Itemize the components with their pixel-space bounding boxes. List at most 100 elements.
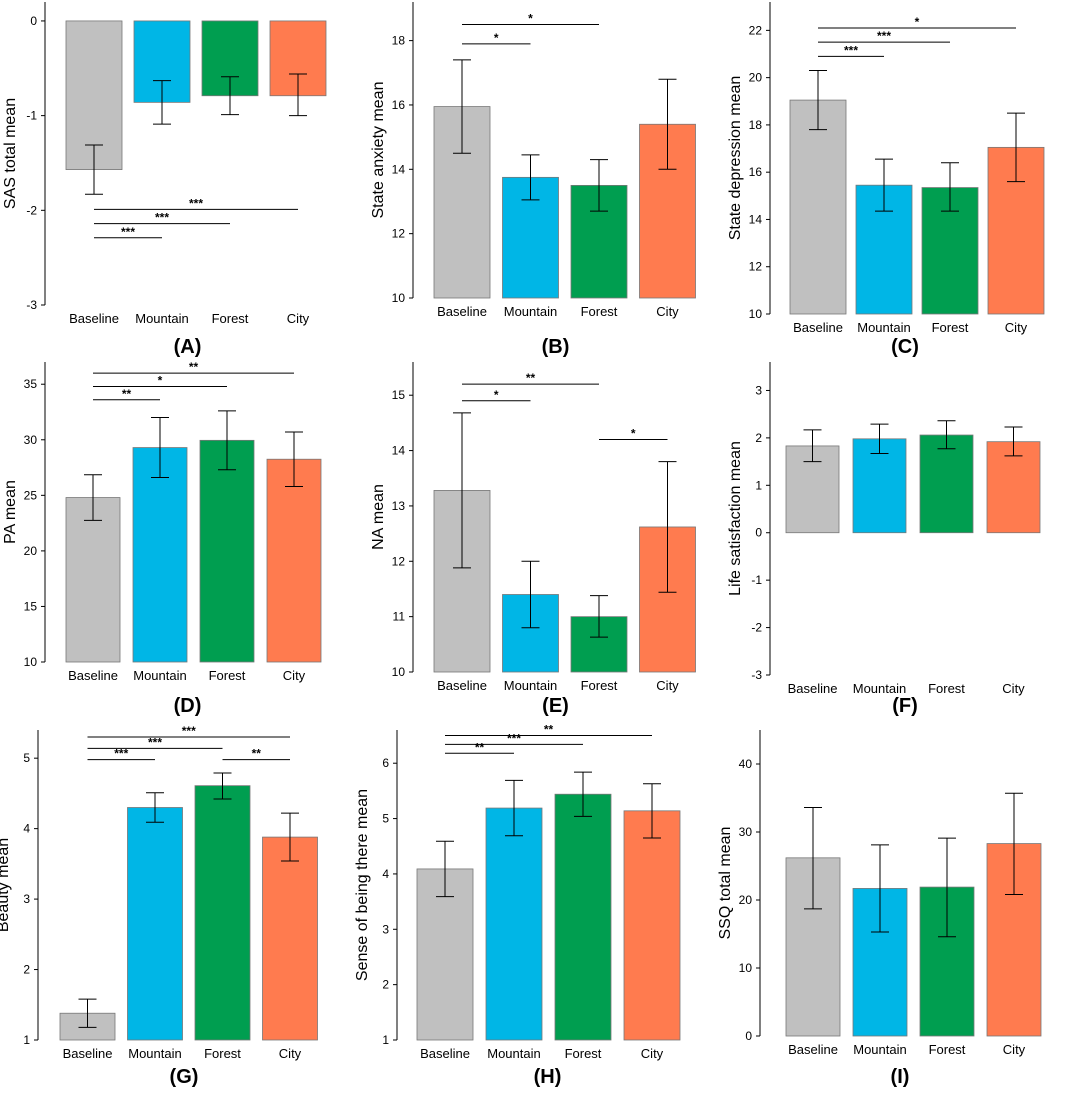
panel-5-y-tick-label: 14 [392,444,406,458]
panel-3-category-label: Mountain [857,320,910,335]
panel-1-category-label: Forest [212,311,249,326]
panel-1-y-tick-label: -3 [26,298,37,312]
panel-1-y-tick-label: -1 [26,109,37,123]
panel-8-category-label: Mountain [487,1046,540,1061]
panel-3-category-label: Baseline [793,320,843,335]
panel-4-y-tick-label: 10 [24,655,38,669]
panel-4-category-label: City [283,668,306,683]
panel-6-y-tick-label: -2 [751,621,762,635]
panel-8-y-tick-label: 3 [382,922,389,936]
panel-4-significance-label: ** [122,387,132,401]
panel-9-y-tick-label: 0 [745,1029,752,1043]
panel-5-y-tick-label: 15 [392,388,406,402]
panel-6-y-tick-label: 2 [755,431,762,445]
panel-2-y-tick-label: 12 [392,227,406,241]
panel-9-title: (I) [891,1066,910,1088]
panel-5-bar-forest [570,616,628,673]
panel-1-significance-label: *** [121,225,135,239]
panel-8-y-tick-label: 2 [382,978,389,992]
panel-4-category-label: Mountain [133,668,186,683]
panel-9-y-axis-label: SSQ total mean [717,827,734,940]
panel-6-title: (F) [892,695,918,717]
panel-6-bar-mountain [852,438,907,534]
panel-5-y-axis-label: NA mean [370,484,387,550]
panel-6-category-label: City [1002,681,1025,696]
panel-2-y-tick-label: 18 [392,34,406,48]
panel-2-y-tick-label: 10 [392,291,406,305]
panel-3-category-label: Forest [932,320,969,335]
panel-4-bar-forest [199,439,255,663]
panel-6-category-label: Mountain [853,681,906,696]
panel-7-category-label: City [279,1046,302,1061]
panel-3-significance-label: * [915,15,920,29]
panel-9-category-label: Baseline [788,1042,838,1057]
panel-3-y-tick-label: 10 [749,307,763,321]
panel-4-significance-label: * [158,373,163,387]
panel-7-y-tick-label: 4 [23,822,30,836]
panel-2-significance-label: * [494,31,499,45]
panel-1-title: (A) [174,336,202,358]
panel-2-y-tick-label: 14 [392,162,406,176]
panel-2-category-label: Mountain [504,304,557,319]
panel-7-significance-label: ** [252,747,262,761]
panel-3-y-tick-label: 14 [749,212,763,226]
panel-7-significance-label: *** [114,747,128,761]
panel-4-title: (D) [174,695,202,717]
panel-1-y-tick-label: 0 [30,14,37,28]
panel-3-y-axis-label: State depression mean [727,76,744,241]
panel-8-y-axis-label: Sense of being there mean [354,789,371,981]
panel-6-y-tick-label: 3 [755,383,762,397]
panel-8-bar-mountain [485,807,543,1041]
panel-9-y-tick-label: 40 [739,757,753,771]
panel-1-y-tick-label: -2 [26,203,37,217]
panel-1-significance-label: *** [155,211,169,225]
panel-6-bar-forest [919,434,974,534]
panel-9-category-label: City [1003,1042,1026,1057]
panel-1-category-label: City [287,311,310,326]
panel-8-bar-forest [554,793,612,1041]
panel-7-category-label: Forest [204,1046,241,1061]
panel-7-bar-forest [194,785,251,1041]
panel-4-y-tick-label: 15 [24,599,38,613]
panel-6-y-tick-label: 1 [755,478,762,492]
panel-8-significance-label: *** [507,731,521,745]
panel-4-y-tick-label: 20 [24,544,38,558]
panel-1-category-label: Mountain [135,311,188,326]
panel-5-significance-label: ** [526,371,536,385]
panel-4-y-tick-label: 30 [24,433,38,447]
panel-2-category-label: Forest [581,304,618,319]
panel-5-title: (E) [542,695,569,717]
panel-3-significance-label: *** [844,43,858,57]
panel-6-category-label: Baseline [788,681,838,696]
panel-9-y-tick-label: 10 [739,961,753,975]
panel-6-y-tick-label: -1 [751,573,762,587]
panel-8-bar-baseline [416,868,474,1041]
panel-4-bar-city [266,458,322,663]
panel-7-y-tick-label: 5 [23,751,30,765]
panel-4-y-tick-label: 35 [24,377,38,391]
panel-3-y-tick-label: 12 [749,260,763,274]
panel-7-significance-label: *** [182,724,196,738]
panel-8-bar-city [623,810,681,1041]
panel-9-y-tick-label: 20 [739,893,753,907]
panel-2-title: (B) [542,336,570,358]
panel-5-y-tick-label: 13 [392,499,406,513]
panel-7-category-label: Baseline [63,1046,113,1061]
panel-8-title: (H) [534,1066,562,1088]
panel-3-category-label: City [1005,320,1028,335]
panel-5-category-label: Baseline [437,678,487,693]
panel-4-category-label: Baseline [68,668,118,683]
panel-4-y-tick-label: 25 [24,488,38,502]
panel-8-significance-label: ** [475,740,485,754]
panel-8-y-tick-label: 5 [382,812,389,826]
panel-2-category-label: Baseline [437,304,487,319]
panel-2-y-tick-label: 16 [392,98,406,112]
panel-8-y-tick-label: 1 [382,1033,389,1047]
panel-2-y-axis-label: State anxiety mean [370,82,387,219]
panel-5-y-tick-label: 10 [392,665,406,679]
panel-9-category-label: Mountain [853,1042,906,1057]
panel-3-significance-label: *** [877,29,891,43]
panel-5-y-tick-label: 12 [392,554,406,568]
panel-9-y-tick-label: 30 [739,825,753,839]
